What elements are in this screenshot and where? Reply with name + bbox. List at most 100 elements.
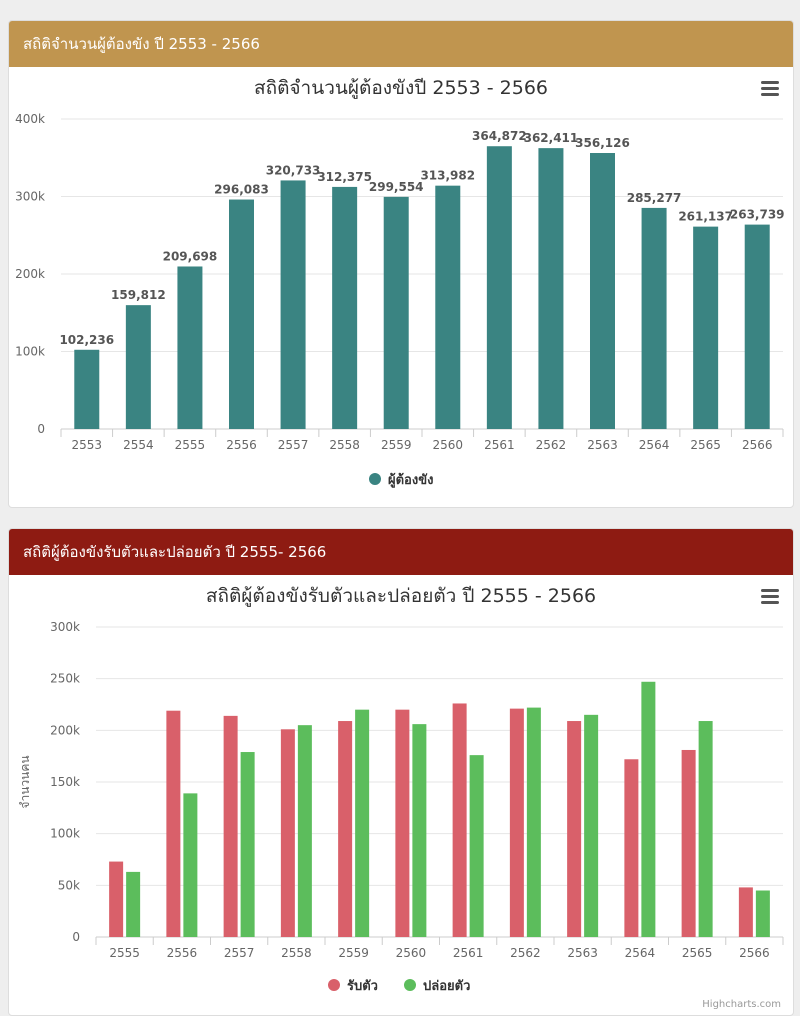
hamburger-menu-icon[interactable] <box>761 589 779 604</box>
menu-bar <box>761 93 779 96</box>
bar-primary[interactable] <box>332 186 358 429</box>
x-tick-label: 2564 <box>625 946 656 960</box>
legend-marker[interactable] <box>328 979 340 991</box>
bar-primary[interactable] <box>395 709 410 937</box>
bar-secondary[interactable] <box>240 752 255 937</box>
y-tick-label: 100k <box>50 827 80 841</box>
bar-secondary[interactable] <box>355 709 370 937</box>
y-tick-label: 400k <box>15 112 45 126</box>
bar-secondary[interactable] <box>755 890 770 938</box>
x-tick-label: 2559 <box>338 946 369 960</box>
y-tick-label: 200k <box>15 267 45 281</box>
legend-label: รับตัว <box>347 979 378 994</box>
bar-primary[interactable] <box>738 887 753 937</box>
x-tick-label: 2564 <box>639 438 670 452</box>
data-label: 356,126 <box>575 136 630 150</box>
bar-primary[interactable] <box>280 729 295 937</box>
data-label: 159,812 <box>111 288 166 302</box>
bar-primary[interactable] <box>590 153 615 429</box>
bar-primary[interactable] <box>223 715 238 937</box>
bar-primary[interactable] <box>567 721 582 937</box>
bar-secondary[interactable] <box>297 725 312 937</box>
y-tick-label: 50k <box>58 878 80 892</box>
bar-primary[interactable] <box>486 146 512 430</box>
menu-bar <box>761 589 779 592</box>
data-label: 320,733 <box>266 163 321 177</box>
bar-secondary[interactable] <box>412 724 427 937</box>
bar-primary[interactable] <box>109 861 124 937</box>
x-tick-label: 2558 <box>281 946 312 960</box>
bar-primary[interactable] <box>338 721 353 937</box>
y-axis-title: จำนวนคน <box>18 755 32 808</box>
data-label: 102,236 <box>59 333 114 347</box>
x-tick-label: 2553 <box>72 438 103 452</box>
x-tick-label: 2557 <box>224 946 255 960</box>
bar-primary[interactable] <box>509 708 524 937</box>
x-tick-label: 2556 <box>226 438 257 452</box>
bar-primary[interactable] <box>177 266 203 429</box>
bar-primary[interactable] <box>280 180 306 429</box>
x-tick-label: 2560 <box>433 438 464 452</box>
prisoner-stats-panel: สถิติจำนวนผู้ต้องขัง ปี 2553 - 2566 สถิต… <box>8 20 794 508</box>
x-tick-label: 2565 <box>682 946 713 960</box>
menu-bar <box>761 81 779 84</box>
x-tick-label: 2562 <box>510 946 541 960</box>
bar-secondary[interactable] <box>469 755 484 937</box>
x-tick-label: 2556 <box>167 946 198 960</box>
data-label: 261,137 <box>678 210 733 224</box>
menu-bar <box>761 601 779 604</box>
x-tick-label: 2561 <box>453 946 484 960</box>
bar-primary[interactable] <box>624 759 639 937</box>
y-tick-label: 0 <box>72 930 80 944</box>
data-label: 263,739 <box>730 208 785 222</box>
bar-secondary[interactable] <box>126 871 141 937</box>
menu-bar <box>761 595 779 598</box>
legend-marker[interactable] <box>369 473 381 485</box>
bar-secondary[interactable] <box>641 681 656 937</box>
data-label: 313,982 <box>420 169 475 183</box>
chart-title: สถิติผู้ต้องขังรับตัวและปล่อยตัว ปี 2555… <box>206 585 596 607</box>
x-tick-label: 2562 <box>536 438 567 452</box>
highcharts-credit-link[interactable]: Highcharts.com <box>702 999 781 1010</box>
x-tick-label: 2555 <box>175 438 206 452</box>
prisoner-count-chart: สถิติจำนวนผู้ต้องขังปี 2553 - 2566 0 100k 2… <box>15 77 785 488</box>
hamburger-menu-icon[interactable] <box>761 81 779 96</box>
bar-primary[interactable] <box>681 749 696 937</box>
data-label: 362,411 <box>524 131 579 145</box>
bar-secondary[interactable] <box>584 714 599 937</box>
bar-primary[interactable] <box>538 148 564 429</box>
x-tick-label: 2557 <box>278 438 309 452</box>
data-label: 296,083 <box>214 183 269 197</box>
bar-secondary[interactable] <box>526 707 541 937</box>
chart-title: สถิติจำนวนผู้ต้องขังปี 2553 - 2566 <box>254 77 548 99</box>
x-tick-label: 2555 <box>109 946 140 960</box>
x-tick-label: 2566 <box>739 946 770 960</box>
bar-primary[interactable] <box>435 185 461 429</box>
bar-primary[interactable] <box>229 199 254 429</box>
x-tick-label: 2558 <box>329 438 360 452</box>
bar-primary[interactable] <box>166 710 181 937</box>
x-tick-label: 2560 <box>396 946 427 960</box>
y-tick-label: 100k <box>15 345 45 359</box>
admission-release-chart: สถิติผู้ต้องขังรับตัวและปล่อยตัว ปี 2555… <box>18 585 784 1010</box>
data-label: 285,277 <box>627 191 682 205</box>
bar-primary[interactable] <box>74 349 100 429</box>
bar-primary[interactable] <box>744 224 770 429</box>
panel-header: สถิติจำนวนผู้ต้องขัง ปี 2553 - 2566 <box>9 21 793 67</box>
panel-header: สถิติผู้ต้องขังรับตัวและปล่อยตัว ปี 2555… <box>9 529 793 575</box>
bar-primary[interactable] <box>641 207 667 429</box>
bar-primary[interactable] <box>693 226 719 429</box>
bar-primary[interactable] <box>452 703 467 937</box>
bar-secondary[interactable] <box>183 793 198 937</box>
data-label: 312,375 <box>317 170 372 184</box>
legend-marker[interactable] <box>404 979 416 991</box>
x-tick-label: 2554 <box>123 438 154 452</box>
y-tick-label: 300k <box>50 620 80 634</box>
bar-secondary[interactable] <box>698 721 713 937</box>
x-tick-label: 2565 <box>690 438 721 452</box>
y-tick-label: 150k <box>50 775 80 789</box>
bar-primary[interactable] <box>383 196 409 429</box>
menu-bar <box>761 87 779 90</box>
y-tick-label: 250k <box>50 672 80 686</box>
bar-primary[interactable] <box>125 305 151 429</box>
